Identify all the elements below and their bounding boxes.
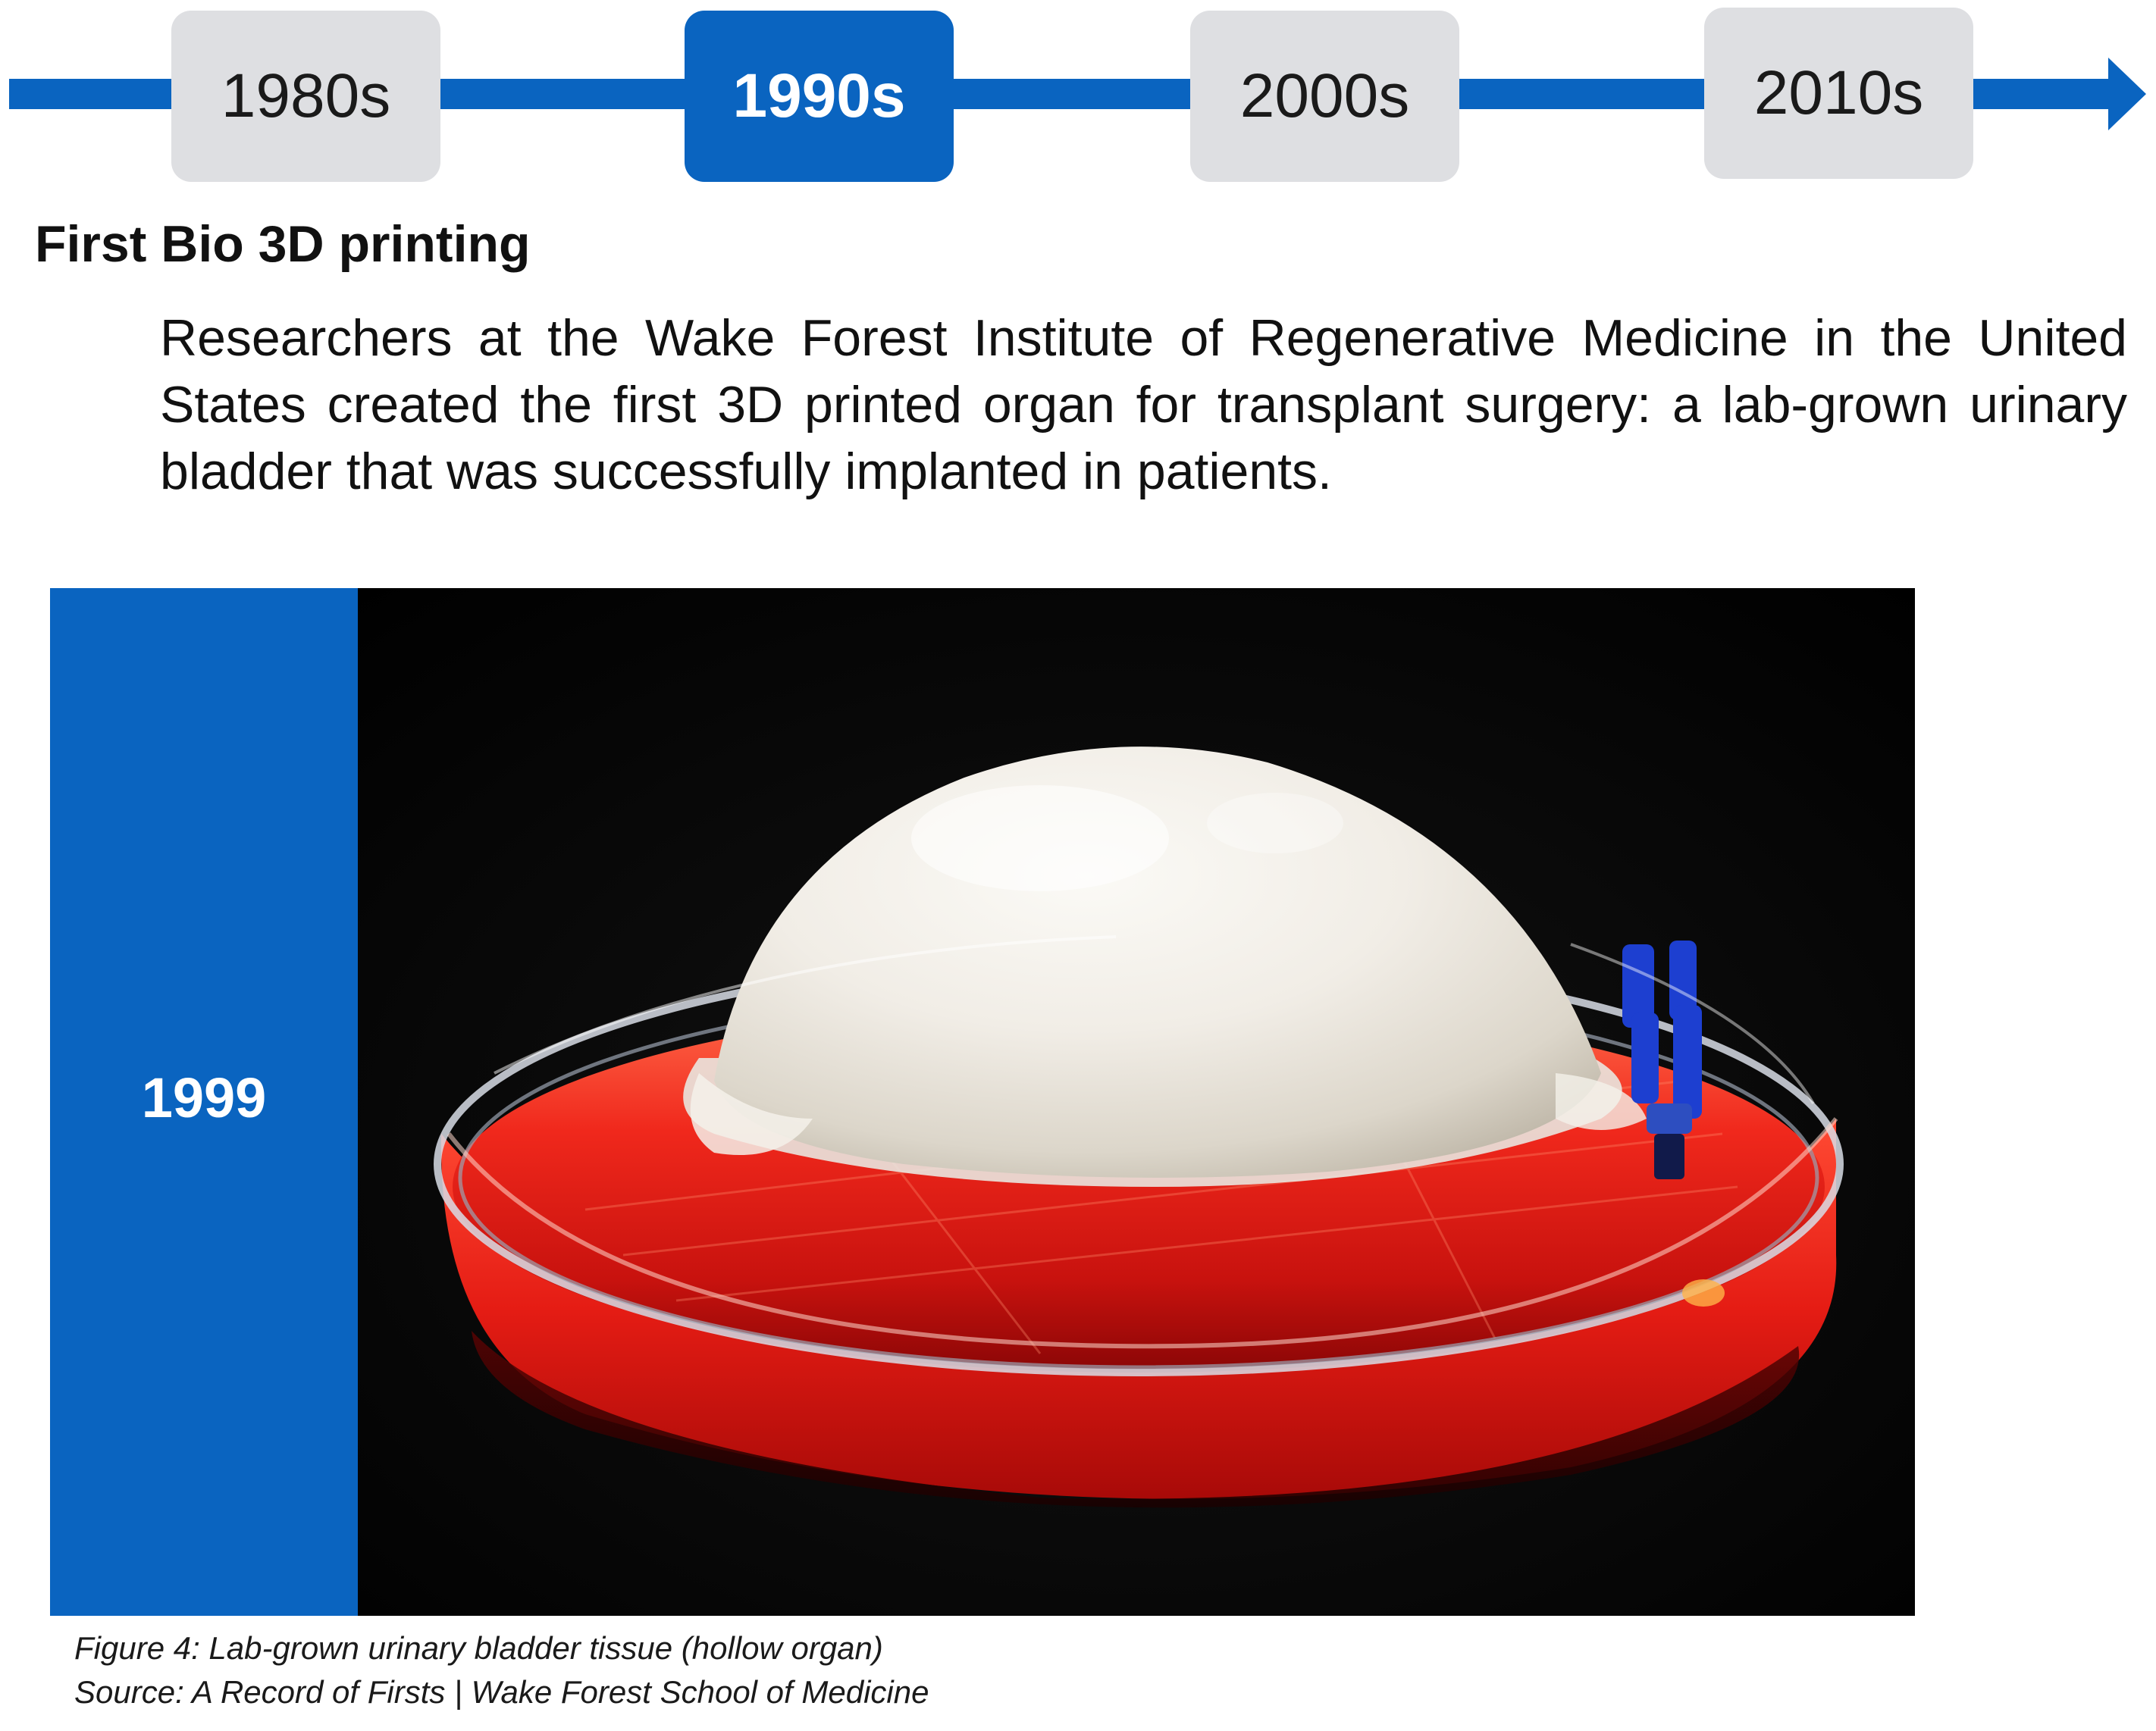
section-body: Researchers at the Wake Forest Institute… xyxy=(160,309,2127,500)
era-2000s-tab[interactable]: 2000s xyxy=(1190,11,1459,182)
year-label: 1999 xyxy=(141,1066,267,1129)
figure: 1999 xyxy=(50,588,1915,1616)
figure-source: Source: A Record of Firsts | Wake Forest… xyxy=(74,1674,929,1710)
bladder-photo xyxy=(358,588,1915,1616)
arrow-right-icon xyxy=(2108,58,2146,130)
era-1990s-tab[interactable]: 1990s xyxy=(685,11,954,182)
section-heading: First Bio 3D printing xyxy=(35,215,531,273)
year-panel: 1999 xyxy=(50,588,358,1616)
era-timeline: 1980s 1990s 2000s 2010s xyxy=(0,0,2156,197)
clip-shape xyxy=(1622,941,1702,1179)
era-2010s-tab[interactable]: 2010s xyxy=(1704,8,1973,179)
era-1980s-tab[interactable]: 1980s xyxy=(171,11,440,182)
figure-caption: Figure 4: Lab-grown urinary bladder tiss… xyxy=(74,1630,883,1666)
